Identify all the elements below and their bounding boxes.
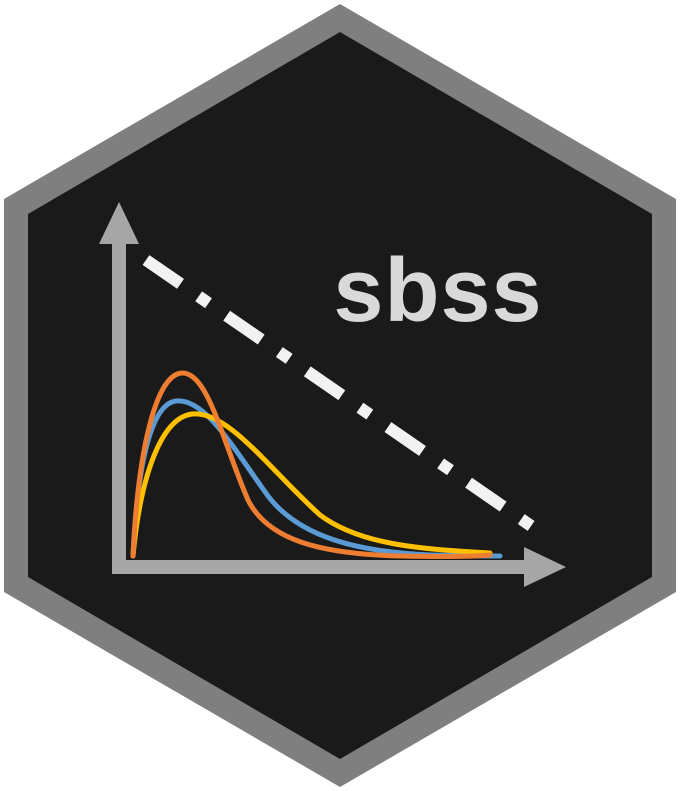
curve-orange — [130, 370, 493, 559]
density-curves — [130, 370, 503, 559]
y-axis-arrow — [99, 202, 139, 574]
curve-yellow — [130, 411, 493, 559]
logo-title: sbss — [333, 241, 542, 341]
dash-dot-line — [142, 255, 541, 535]
x-axis-arrow — [112, 547, 566, 587]
